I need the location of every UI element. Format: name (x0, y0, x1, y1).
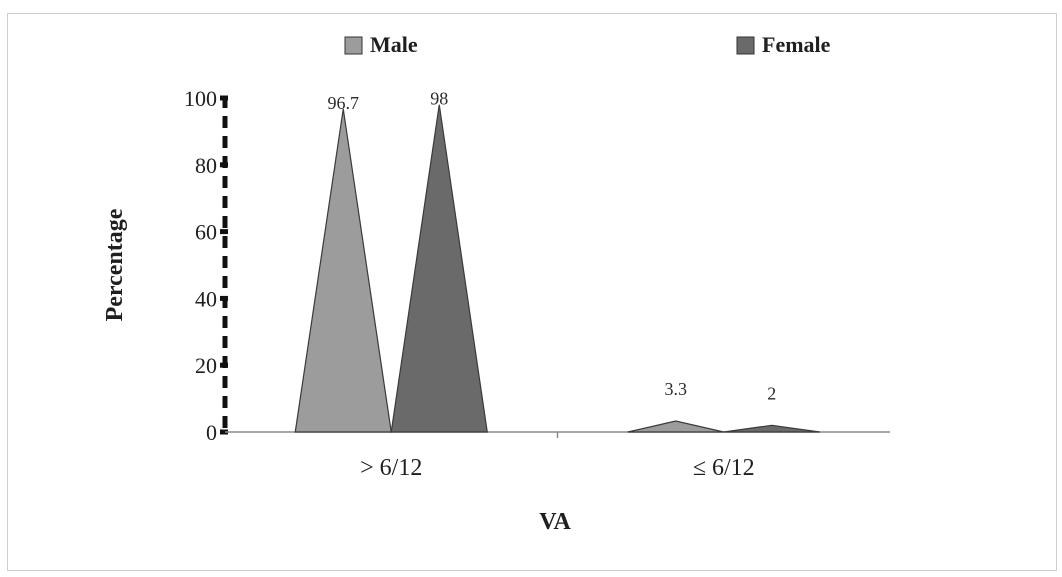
legend: Male Female (344, 32, 831, 57)
triangle-female-0 (390, 104, 488, 433)
figure-frame (7, 13, 1057, 571)
data-marks (294, 104, 820, 433)
triangle-male-0 (294, 108, 392, 433)
legend-label-female: Female (762, 32, 831, 57)
y-tick-label: 40 (195, 286, 217, 311)
triangle-male-1 (627, 420, 724, 433)
data-label-female-1: 2 (767, 383, 776, 403)
y-axis-title: Percentage (102, 208, 128, 321)
y-tick-label: 0 (206, 420, 217, 445)
x-axis-title: VA (539, 509, 571, 535)
y-tick-label: 60 (195, 220, 217, 245)
x-tick-label: ≤ 6/12 (693, 455, 755, 481)
x-axis: > 6/12 ≤ 6/12 (225, 431, 890, 481)
triangle-female-1 (723, 424, 820, 433)
data-label-female-0: 98 (430, 89, 448, 109)
y-axis: 0 20 40 60 80 100 (184, 86, 228, 445)
y-tick-label: 100 (184, 86, 217, 111)
x-tick-label: > 6/12 (360, 455, 422, 481)
y-tick-label: 20 (195, 353, 217, 378)
data-label-male-1: 3.3 (665, 379, 688, 399)
data-label-male-0: 96.7 (328, 93, 360, 113)
y-tick-label: 80 (195, 153, 217, 178)
legend-swatch-male (344, 36, 363, 55)
legend-label-male: Male (370, 32, 418, 57)
data-labels: 96.7 98 3.3 2 (328, 89, 777, 404)
legend-swatch-female (736, 36, 755, 55)
